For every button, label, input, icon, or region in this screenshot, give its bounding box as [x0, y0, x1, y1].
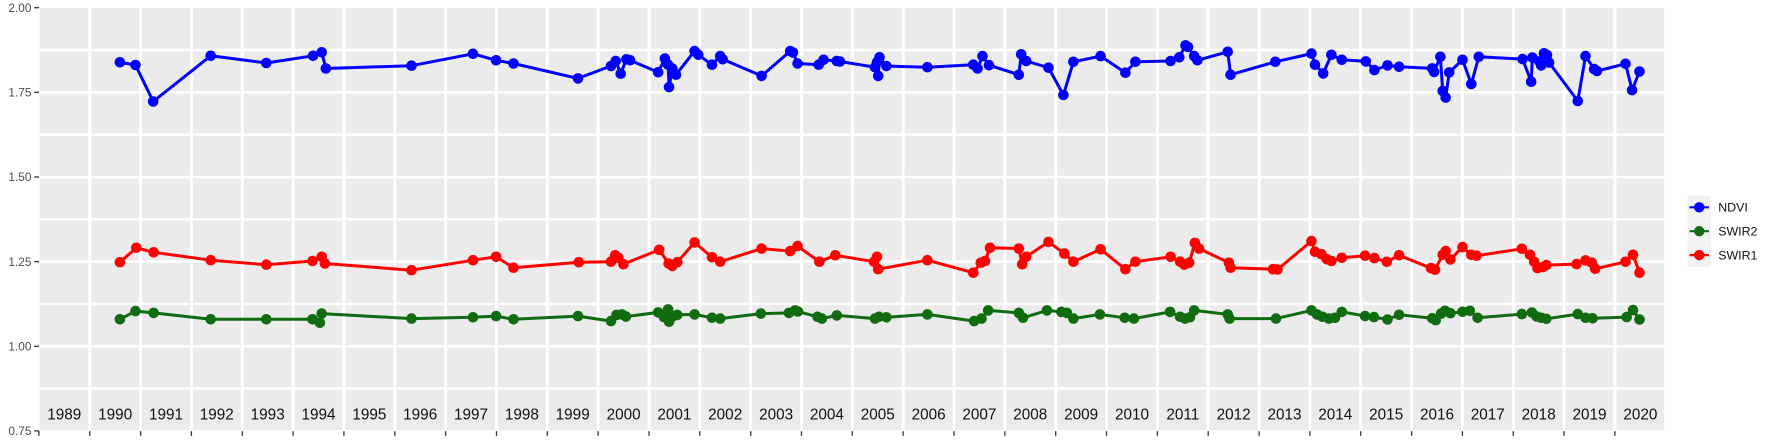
svg-text:2018: 2018 — [1522, 407, 1556, 424]
svg-text:1.25: 1.25 — [8, 255, 31, 269]
svg-text:2013: 2013 — [1267, 407, 1301, 424]
svg-text:2017: 2017 — [1471, 407, 1505, 424]
svg-text:1.75: 1.75 — [8, 86, 31, 100]
svg-text:1993: 1993 — [251, 407, 285, 424]
svg-text:2003: 2003 — [759, 407, 793, 424]
svg-text:2011: 2011 — [1166, 407, 1199, 424]
svg-text:2014: 2014 — [1318, 407, 1353, 424]
svg-text:1992: 1992 — [200, 407, 234, 424]
svg-text:2019: 2019 — [1572, 407, 1606, 424]
svg-text:1.50: 1.50 — [8, 170, 31, 184]
svg-text:2004: 2004 — [810, 407, 845, 424]
svg-text:2008: 2008 — [1013, 407, 1047, 424]
svg-text:SWIR1: SWIR1 — [1718, 248, 1757, 262]
svg-text:2020: 2020 — [1623, 407, 1657, 424]
svg-text:1989: 1989 — [47, 407, 81, 424]
svg-text:2000: 2000 — [607, 407, 641, 424]
svg-text:NDVI: NDVI — [1718, 201, 1748, 215]
svg-text:2006: 2006 — [912, 407, 946, 424]
svg-text:2002: 2002 — [708, 407, 742, 424]
svg-text:2010: 2010 — [1115, 407, 1149, 424]
svg-text:1995: 1995 — [352, 407, 386, 424]
svg-text:2007: 2007 — [962, 407, 996, 424]
svg-text:1998: 1998 — [505, 407, 539, 424]
svg-text:2.00: 2.00 — [8, 1, 31, 15]
svg-text:2015: 2015 — [1369, 407, 1403, 424]
svg-text:1997: 1997 — [454, 407, 488, 424]
svg-text:2001: 2001 — [657, 407, 691, 424]
svg-text:SWIR2: SWIR2 — [1718, 225, 1757, 239]
svg-text:1991: 1991 — [149, 407, 183, 424]
svg-text:1996: 1996 — [403, 407, 437, 424]
svg-text:2009: 2009 — [1064, 407, 1098, 424]
svg-text:2016: 2016 — [1420, 407, 1454, 424]
svg-text:1990: 1990 — [98, 407, 132, 424]
svg-text:0.75: 0.75 — [8, 424, 31, 438]
svg-text:1999: 1999 — [556, 407, 590, 424]
svg-text:2012: 2012 — [1217, 407, 1251, 424]
svg-text:1994: 1994 — [301, 407, 336, 424]
svg-text:2005: 2005 — [861, 407, 895, 424]
svg-text:1.00: 1.00 — [8, 340, 31, 354]
